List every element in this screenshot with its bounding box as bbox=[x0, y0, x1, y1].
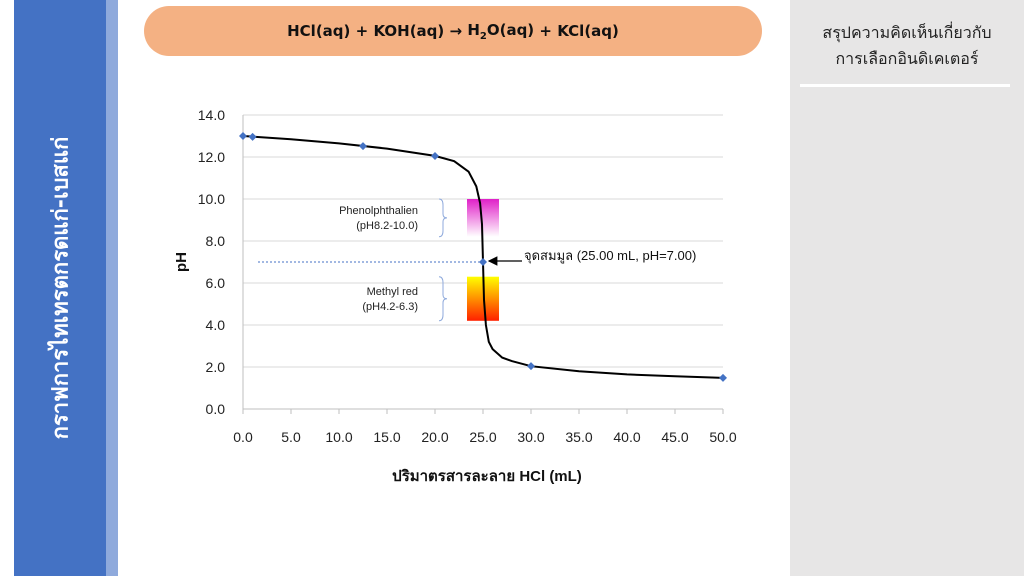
data-point bbox=[719, 373, 727, 382]
x-tick-label: 20.0 bbox=[421, 429, 448, 445]
x-tick-label: 30.0 bbox=[517, 429, 544, 445]
x-axis-title: ปริมาตรสารละลาย HCl (mL) bbox=[392, 467, 582, 485]
equation-reactant-koh: KOH(aq) bbox=[373, 22, 445, 40]
equation-reactant-hcl: HCl(aq) bbox=[287, 22, 351, 40]
indicator-name: Methyl red bbox=[367, 286, 418, 298]
equation-product-water: H2O(aq) bbox=[467, 21, 534, 42]
equation-arrow: → bbox=[449, 22, 463, 40]
indicator-brace bbox=[438, 198, 448, 238]
panel-title-line-1: สรุปความคิดเห็นเกี่ยวกับ bbox=[822, 23, 992, 42]
indicator-name: Phenolphthalien bbox=[339, 205, 418, 217]
side-stripe bbox=[106, 0, 118, 576]
y-axis-title: pH bbox=[173, 252, 190, 272]
panel-divider bbox=[800, 84, 1010, 87]
y-tick-label: 0.0 bbox=[206, 401, 226, 417]
data-point bbox=[431, 151, 439, 160]
data-point bbox=[239, 132, 247, 140]
equation-plus-1: + bbox=[355, 22, 369, 40]
water-h: H bbox=[467, 20, 480, 39]
x-tick-label: 25.0 bbox=[469, 429, 496, 445]
x-tick-label: 40.0 bbox=[613, 429, 640, 445]
titration-curve bbox=[242, 135, 724, 379]
x-tick-label: 10.0 bbox=[325, 429, 352, 445]
x-tick-label: 50.0 bbox=[709, 429, 736, 445]
y-tick-label: 2.0 bbox=[206, 359, 226, 375]
panel-title: สรุปความคิดเห็นเกี่ยวกับ การเลือกอินดิเค… bbox=[790, 20, 1024, 72]
side-band bbox=[14, 0, 106, 576]
reaction-equation: HCl(aq) + KOH(aq) → H2O(aq) + KCl(aq) bbox=[144, 6, 762, 56]
y-tick-label: 14.0 bbox=[198, 107, 225, 123]
indicator-range: (pH8.2-10.0) bbox=[356, 220, 418, 232]
indicator-range: (pH4.2-6.3) bbox=[362, 301, 418, 313]
x-tick-label: 45.0 bbox=[661, 429, 688, 445]
right-panel: สรุปความคิดเห็นเกี่ยวกับ การเลือกอินดิเค… bbox=[790, 0, 1024, 576]
equation-plus-2: + bbox=[539, 22, 552, 40]
x-tick-label: 0.0 bbox=[233, 429, 253, 445]
water-subscript: 2 bbox=[479, 30, 487, 42]
equation-product-kcl: KCl(aq) bbox=[557, 22, 619, 40]
y-tick-label: 10.0 bbox=[198, 191, 225, 207]
indicator-brace bbox=[438, 276, 448, 322]
equivalence-label: จุดสมมูล (25.00 mL, pH=7.00) bbox=[524, 248, 696, 264]
y-tick-label: 12.0 bbox=[198, 149, 225, 165]
x-tick-label: 5.0 bbox=[281, 429, 301, 445]
water-o: O(aq) bbox=[486, 20, 535, 39]
data-point bbox=[359, 142, 367, 151]
data-point bbox=[248, 132, 257, 141]
data-point bbox=[527, 362, 535, 371]
y-tick-label: 6.0 bbox=[206, 275, 226, 291]
y-tick-label: 8.0 bbox=[206, 233, 226, 249]
panel-title-line-2: การเลือกอินดิเคเตอร์ bbox=[835, 49, 979, 68]
data-point bbox=[479, 258, 487, 266]
y-tick-label: 4.0 bbox=[206, 317, 226, 333]
x-tick-label: 15.0 bbox=[373, 429, 400, 445]
x-tick-label: 35.0 bbox=[565, 429, 592, 445]
